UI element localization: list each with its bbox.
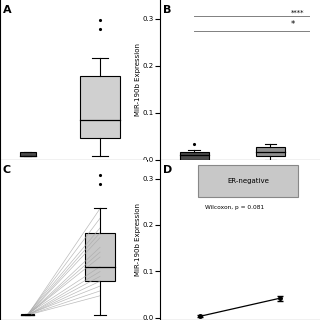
Y-axis label: MiR-190b Expression: MiR-190b Expression [135, 44, 141, 116]
Text: *: * [291, 20, 295, 29]
Text: Wilcoxon, p = 0.081: Wilcoxon, p = 0.081 [205, 205, 264, 211]
FancyBboxPatch shape [256, 147, 285, 156]
Text: ****: **** [291, 10, 305, 16]
FancyBboxPatch shape [180, 152, 209, 160]
Y-axis label: MiR-190b Expression: MiR-190b Expression [135, 204, 141, 276]
FancyBboxPatch shape [21, 314, 34, 315]
FancyBboxPatch shape [80, 76, 120, 138]
Text: A: A [3, 5, 12, 15]
Text: C: C [3, 165, 11, 175]
FancyBboxPatch shape [20, 152, 36, 156]
FancyBboxPatch shape [198, 165, 298, 197]
Text: ER-negative: ER-negative [227, 178, 269, 184]
Text: B: B [163, 5, 172, 15]
Text: D: D [163, 165, 172, 175]
FancyBboxPatch shape [85, 233, 115, 281]
